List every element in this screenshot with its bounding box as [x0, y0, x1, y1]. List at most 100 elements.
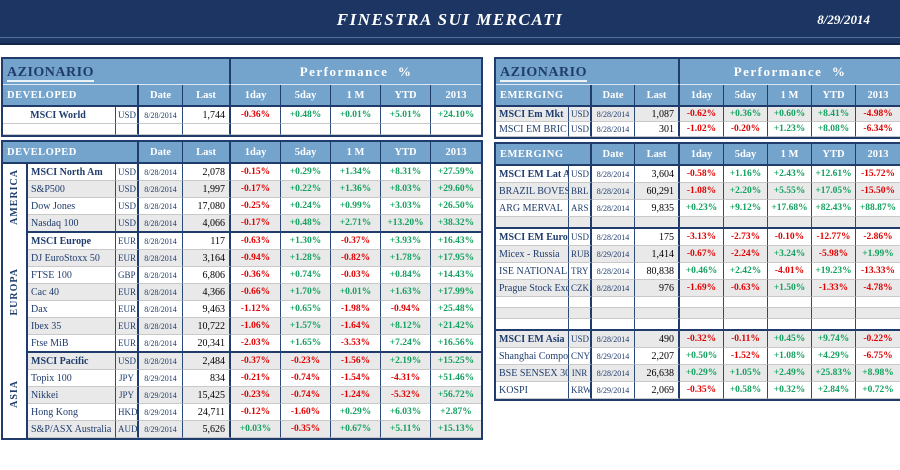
table-row: S&P500 USD 8/28/2014 1,997 -0.17% +0.22%… [3, 181, 482, 198]
date-cell: 8/28/2014 [139, 284, 184, 301]
last-value-cell: 1,997 [183, 181, 232, 198]
perf-1m-cell: +1.08% [768, 348, 813, 365]
group-header-developed: DEVELOPED [3, 142, 140, 164]
perf-ytd-cell: +25.83% [812, 365, 857, 382]
perf-2013-cell: +29.60% [431, 181, 482, 198]
index-name-cell: S&P/ASX Australia [28, 421, 116, 438]
currency-cell [569, 319, 593, 331]
perf-ytd-cell: +8.12% [381, 318, 432, 335]
developed-regions-table: DEVELOPED Date Last 1day 5day 1 M YTD 20… [1, 140, 484, 440]
perf-1m-cell: +1.36% [331, 181, 382, 198]
currency-cell: JPY [116, 387, 140, 404]
section-header-row: AZIONARIO Performance % [3, 59, 482, 85]
title-bar: FINESTRA SUI MERCATI 8/29/2014 [0, 0, 900, 45]
perf-5day-cell: +0.48% [281, 107, 332, 124]
currency-cell: USD [569, 107, 592, 122]
perf-ytd-cell: +8.31% [381, 164, 432, 181]
currency-cell: AUD [116, 421, 140, 438]
perf-1m-cell: -0.37% [331, 233, 382, 250]
index-name-cell [496, 308, 569, 319]
perf-2013-cell: -15.50% [856, 183, 900, 200]
column-header-ytd: YTD [381, 85, 432, 107]
table-row [496, 319, 900, 331]
perf-5day-cell: +2.20% [724, 183, 769, 200]
perf-1day-cell: -3.13% [680, 229, 725, 246]
perf-5day-cell: -1.52% [724, 348, 769, 365]
perf-1day-cell [680, 297, 725, 308]
currency-cell: JPY [116, 370, 140, 387]
perf-ytd-cell: +5.01% [381, 107, 432, 124]
currency-cell: USD [116, 353, 140, 370]
perf-5day-cell: -0.35% [281, 421, 332, 438]
index-name-cell: ARG MERVAL [496, 200, 569, 217]
last-value-cell: 834 [183, 370, 232, 387]
table-row: Cac 40 EUR 8/28/2014 4,366 -0.66% +1.70%… [3, 284, 482, 301]
perf-1day-cell: -0.62% [680, 107, 725, 122]
currency-cell: USD [116, 181, 140, 198]
perf-ytd-cell: -0.94% [381, 301, 432, 318]
perf-2013-cell [431, 124, 482, 135]
currency-cell: EUR [116, 318, 140, 335]
perf-1m-cell: -1.54% [331, 370, 382, 387]
perf-1m-cell: -0.03% [331, 267, 382, 284]
perf-1day-cell [680, 308, 725, 319]
date-cell: 8/29/2014 [139, 387, 184, 404]
perf-5day-cell: +1.30% [281, 233, 332, 250]
perf-1day-cell: -0.58% [680, 166, 725, 183]
perf-ytd-cell: +4.29% [812, 348, 857, 365]
perf-5day-cell [281, 124, 332, 135]
date-cell: 8/28/2014 [139, 198, 184, 215]
index-name-cell: MSCI EM Asia [496, 331, 569, 348]
index-name-cell: Dow Jones [28, 198, 116, 215]
perf-5day-cell [724, 297, 769, 308]
date-cell: 8/28/2014 [139, 164, 184, 181]
last-value-cell [635, 297, 681, 308]
perf-5day-cell: +1.65% [281, 335, 332, 353]
perf-ytd-cell: +5.11% [381, 421, 432, 438]
index-name-cell: Nasdaq 100 [28, 215, 116, 233]
last-value-cell: 9,835 [635, 200, 681, 217]
index-name-cell: Cac 40 [28, 284, 116, 301]
last-value-cell: 4,066 [183, 215, 232, 233]
perf-ytd-cell: +0.84% [381, 267, 432, 284]
last-value-cell: 1,414 [635, 246, 681, 263]
perf-1day-cell: -0.12% [231, 404, 282, 421]
table-row [3, 124, 482, 135]
table-row: MSCI Em Mkt USD 8/28/2014 1,087 -0.62% +… [496, 107, 900, 122]
date-cell: 8/28/2014 [139, 181, 184, 198]
currency-cell: GBP [116, 267, 140, 284]
index-name-cell [3, 124, 116, 135]
group-header-emerging: EMERGING [496, 85, 592, 107]
index-name-cell: Ibex 35 [28, 318, 116, 335]
last-value-cell: 2,484 [183, 353, 232, 370]
perf-2013-cell: +15.13% [431, 421, 482, 438]
table-row: BSE SENSEX 30 INR 8/28/2014 26,638 +0.29… [496, 365, 900, 382]
currency-cell [569, 297, 593, 308]
emerging-panel: AZIONARIO Performance % EMERGING Date La… [494, 57, 900, 404]
perf-2013-cell [856, 308, 900, 319]
date-cell: 8/28/2014 [139, 267, 184, 284]
perf-1m-cell [768, 297, 813, 308]
last-value-cell [635, 319, 681, 331]
perf-1m-cell: +0.01% [331, 107, 382, 124]
index-name-cell: BSE SENSEX 30 [496, 365, 569, 382]
perf-5day-cell: +1.05% [724, 365, 769, 382]
currency-cell: EUR [116, 335, 140, 353]
currency-cell: EUR [116, 250, 140, 267]
perf-1m-cell: -0.82% [331, 250, 382, 267]
currency-cell [116, 124, 139, 135]
perf-1day-cell [680, 319, 725, 331]
perf-ytd-cell: -5.98% [812, 246, 857, 263]
date-cell [139, 124, 183, 135]
table-row: MSCI EM Lat Am USD 8/28/2014 3,604 -0.58… [496, 166, 900, 183]
currency-cell: USD [569, 229, 593, 246]
table-row: FTSE 100 GBP 8/28/2014 6,806 -0.36% +0.7… [3, 267, 482, 284]
perf-ytd-cell: +3.03% [381, 198, 432, 215]
column-header-1m: 1 M [331, 85, 382, 107]
index-name-cell: MSCI World [3, 107, 116, 124]
perf-1m-cell: +0.45% [768, 331, 813, 348]
region-label: AMERICA [8, 169, 20, 225]
perf-1m-cell: +2.49% [768, 365, 813, 382]
perf-5day-cell: +0.48% [281, 215, 332, 233]
perf-1day-cell: -1.69% [680, 280, 725, 297]
